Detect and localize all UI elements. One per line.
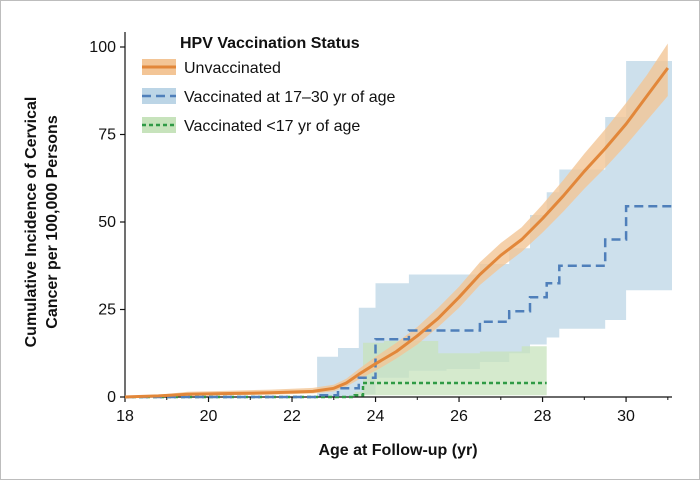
x-tick-label: 20 — [200, 408, 218, 425]
legend-label-unvaccinated: Unvaccinated — [184, 60, 281, 77]
band-vacc-17-30 — [125, 61, 672, 397]
legend-label-vacc-under-17: Vaccinated <17 yr of age — [184, 118, 360, 135]
y-tick-label: 50 — [98, 214, 116, 231]
legend: HPV Vaccination Status Unvaccinated Vacc… — [142, 35, 396, 135]
axes: 18 20 22 24 26 28 30 0 25 50 75 100 — [89, 32, 672, 425]
y-tick-label: 100 — [89, 39, 116, 56]
y-tick-label: 0 — [107, 389, 116, 406]
series-lines — [124, 67, 672, 399]
x-axis-title: Age at Follow-up (yr) — [318, 442, 477, 459]
x-tick-label: 28 — [534, 408, 552, 425]
line-unvaccinated — [124, 67, 670, 399]
y-axis-title-line2: Cancer per 100,000 Persons — [44, 115, 61, 329]
x-tick-label: 26 — [450, 408, 468, 425]
line-vacc-under-17 — [125, 381, 547, 399]
x-tick-label: 22 — [283, 408, 301, 425]
x-tick-label: 18 — [116, 408, 134, 425]
x-tick-label: 24 — [367, 408, 385, 425]
legend-title: HPV Vaccination Status — [180, 35, 360, 52]
line-vacc-17-30 — [125, 205, 672, 399]
y-tick-label: 25 — [98, 302, 116, 319]
y-tick-label: 75 — [98, 127, 116, 144]
legend-label-vacc-17-30: Vaccinated at 17–30 yr of age — [184, 89, 396, 106]
y-axis-title: Cumulative Incidence of Cervical Cancer … — [23, 97, 61, 348]
y-axis-title-line1: Cumulative Incidence of Cervical — [23, 97, 40, 348]
x-tick-label: 30 — [617, 408, 635, 425]
